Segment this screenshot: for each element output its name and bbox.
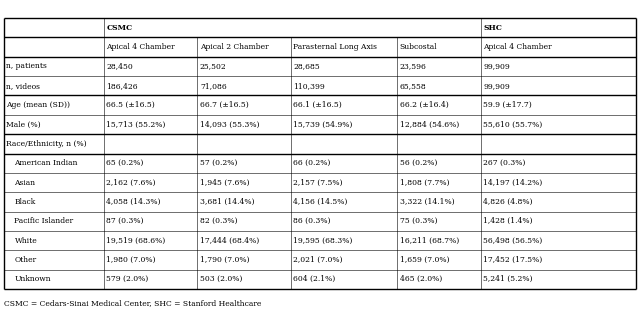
Text: 14,093 (55.3%): 14,093 (55.3%) [200,121,259,128]
Text: 4,156 (14.5%): 4,156 (14.5%) [293,198,348,206]
Text: 66.1 (±16.5): 66.1 (±16.5) [293,101,342,109]
Text: 1,808 (7.7%): 1,808 (7.7%) [399,179,449,187]
Text: 2,157 (7.5%): 2,157 (7.5%) [293,179,343,187]
Text: 19,595 (68.3%): 19,595 (68.3%) [293,237,353,245]
Text: 604 (2.1%): 604 (2.1%) [293,275,335,283]
Text: 110,399: 110,399 [293,82,325,90]
Text: Apical 4 Chamber: Apical 4 Chamber [483,43,552,51]
Text: 465 (2.0%): 465 (2.0%) [399,275,442,283]
Text: Subcostal: Subcostal [399,43,437,51]
Text: 65 (0.2%): 65 (0.2%) [106,159,144,167]
Text: 15,713 (55.2%): 15,713 (55.2%) [106,121,166,128]
Text: 17,444 (68.4%): 17,444 (68.4%) [200,237,259,245]
Text: 86 (0.3%): 86 (0.3%) [293,217,331,225]
Text: 2,021 (7.0%): 2,021 (7.0%) [293,256,343,264]
Text: CSMC: CSMC [106,24,132,32]
Text: 66.7 (±16.5): 66.7 (±16.5) [200,101,249,109]
Text: 4,826 (4.8%): 4,826 (4.8%) [483,198,532,206]
Text: 57 (0.2%): 57 (0.2%) [200,159,237,167]
Text: 75 (0.3%): 75 (0.3%) [399,217,437,225]
Text: 28,685: 28,685 [293,63,320,70]
Text: n, videos: n, videos [6,82,40,90]
Text: 503 (2.0%): 503 (2.0%) [200,275,243,283]
Text: 579 (2.0%): 579 (2.0%) [106,275,148,283]
Text: n, patients: n, patients [6,63,47,70]
Text: 66.5 (±16.5): 66.5 (±16.5) [106,101,155,109]
Text: 16,211 (68.7%): 16,211 (68.7%) [399,237,459,245]
Text: 71,086: 71,086 [200,82,227,90]
Text: Other: Other [15,256,36,264]
Text: Age (mean (SD)): Age (mean (SD)) [6,101,70,109]
Text: 267 (0.3%): 267 (0.3%) [483,159,525,167]
Text: 99,909: 99,909 [483,63,510,70]
Text: Male (%): Male (%) [6,121,41,128]
Text: Unknown: Unknown [15,275,51,283]
Text: 17,452 (17.5%): 17,452 (17.5%) [483,256,542,264]
Text: 56 (0.2%): 56 (0.2%) [399,159,437,167]
Text: Pacific Islander: Pacific Islander [15,217,74,225]
Text: 66.2 (±16.4): 66.2 (±16.4) [399,101,449,109]
Text: SHC: SHC [483,24,502,32]
Text: 12,884 (54.6%): 12,884 (54.6%) [399,121,459,128]
Text: American Indian: American Indian [15,159,78,167]
Text: 2,162 (7.6%): 2,162 (7.6%) [106,179,156,187]
Text: 4,058 (14.3%): 4,058 (14.3%) [106,198,161,206]
Text: Apical 2 Chamber: Apical 2 Chamber [200,43,269,51]
Text: Race/Ethnicity, n (%): Race/Ethnicity, n (%) [6,140,87,148]
Text: 19,519 (68.6%): 19,519 (68.6%) [106,237,166,245]
Text: CSMC = Cedars-Sinai Medical Center, SHC = Stanford Healthcare: CSMC = Cedars-Sinai Medical Center, SHC … [4,299,261,307]
Text: 1,659 (7.0%): 1,659 (7.0%) [399,256,449,264]
Text: 5,241 (5.2%): 5,241 (5.2%) [483,275,532,283]
Text: 3,322 (14.1%): 3,322 (14.1%) [399,198,454,206]
Text: 15,739 (54.9%): 15,739 (54.9%) [293,121,353,128]
Text: 186,426: 186,426 [106,82,138,90]
Text: 1,980 (7.0%): 1,980 (7.0%) [106,256,156,264]
Text: 1,428 (1.4%): 1,428 (1.4%) [483,217,532,225]
Text: 55,610 (55.7%): 55,610 (55.7%) [483,121,542,128]
Text: 65,558: 65,558 [399,82,426,90]
Text: 28,450: 28,450 [106,63,133,70]
Text: 14,197 (14.2%): 14,197 (14.2%) [483,179,542,187]
Text: 59.9 (±17.7): 59.9 (±17.7) [483,101,532,109]
Text: 1,790 (7.0%): 1,790 (7.0%) [200,256,250,264]
Text: White: White [15,237,37,245]
Text: 23,596: 23,596 [399,63,426,70]
Text: Parasternal Long Axis: Parasternal Long Axis [293,43,378,51]
Text: 87 (0.3%): 87 (0.3%) [106,217,144,225]
Text: 1,945 (7.6%): 1,945 (7.6%) [200,179,250,187]
Text: 56,498 (56.5%): 56,498 (56.5%) [483,237,542,245]
Text: 66 (0.2%): 66 (0.2%) [293,159,331,167]
Text: 3,681 (14.4%): 3,681 (14.4%) [200,198,254,206]
Text: Asian: Asian [15,179,36,187]
Text: Apical 4 Chamber: Apical 4 Chamber [106,43,175,51]
Text: 99,909: 99,909 [483,82,510,90]
Text: 82 (0.3%): 82 (0.3%) [200,217,237,225]
Text: 25,502: 25,502 [200,63,227,70]
Text: Black: Black [15,198,36,206]
